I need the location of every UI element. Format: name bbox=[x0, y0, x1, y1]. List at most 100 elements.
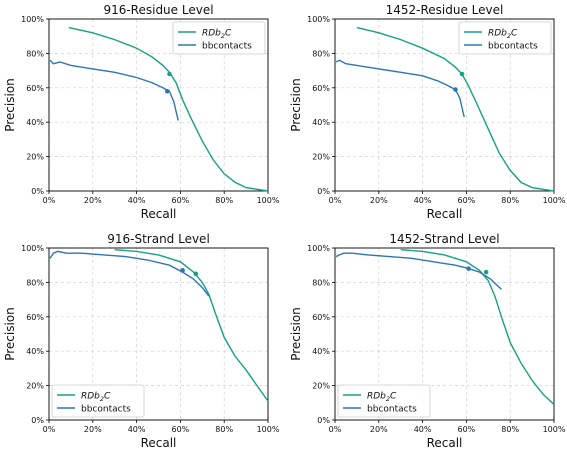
plot-frame bbox=[334, 18, 555, 192]
legend-box bbox=[172, 21, 266, 55]
series-line-rdb2c bbox=[68, 26, 269, 192]
legend-label-main: RDb bbox=[202, 29, 221, 39]
y-tick-label: 20% bbox=[312, 382, 330, 391]
y-tick-label: 60% bbox=[312, 313, 330, 322]
y-tick-label: 40% bbox=[312, 118, 330, 127]
y-tick-label: 40% bbox=[312, 347, 330, 356]
legend-label: RDb2C bbox=[367, 392, 397, 404]
chart-title: 1452-Strand Level bbox=[389, 232, 499, 246]
y-tick-label: 20% bbox=[312, 153, 330, 162]
x-tick-label: 60% bbox=[458, 196, 476, 205]
x-tick-label: 0% bbox=[43, 425, 56, 434]
series-line-bbcontacts bbox=[335, 59, 465, 118]
plot-frame bbox=[48, 247, 269, 421]
chart-panel: 0% 20% 40% 60% 80% 100% 0% 20% 40% 60% 80% 100% 916-… bbox=[3, 232, 280, 449]
series-marker-rdb2c bbox=[459, 71, 465, 77]
y-tick-label: 0% bbox=[317, 416, 330, 425]
x-tick-label: 20% bbox=[370, 196, 388, 205]
series-line-rdb2c bbox=[114, 249, 269, 402]
x-tick-label: 80% bbox=[215, 196, 233, 205]
series-line-bbcontacts bbox=[49, 59, 179, 121]
plot-frame bbox=[334, 247, 555, 421]
x-tick-label: 100% bbox=[257, 425, 280, 434]
x-tick-label: 100% bbox=[543, 425, 566, 434]
legend-label-subscript: 2 bbox=[221, 32, 225, 40]
y-tick-label: 60% bbox=[26, 313, 44, 322]
y-tick-label: 20% bbox=[26, 153, 44, 162]
x-tick-label: 80% bbox=[501, 196, 519, 205]
legend-label: bbcontacts bbox=[367, 405, 417, 415]
y-tick-label: 100% bbox=[307, 15, 330, 24]
legend-box bbox=[337, 384, 431, 418]
series-marker-bbcontacts bbox=[453, 87, 458, 92]
x-tick-label: 40% bbox=[414, 425, 432, 434]
series-line-rdb2c bbox=[400, 249, 555, 406]
legend-label: RDb2C bbox=[81, 392, 111, 404]
x-tick-label: 40% bbox=[414, 196, 432, 205]
x-tick-label: 0% bbox=[329, 425, 342, 434]
legend-label-tail: C bbox=[225, 29, 232, 39]
y-tick-label: 20% bbox=[26, 382, 44, 391]
x-tick-label: 40% bbox=[128, 425, 146, 434]
y-tick-label: 100% bbox=[21, 15, 44, 24]
legend-label-tail: C bbox=[104, 392, 111, 402]
y-tick-label: 60% bbox=[26, 84, 44, 93]
legend-label: RDb2C bbox=[202, 29, 232, 41]
x-axis-label: Recall bbox=[141, 207, 177, 221]
y-tick-label: 0% bbox=[31, 187, 44, 196]
series-marker-bbcontacts bbox=[164, 88, 170, 94]
x-tick-label: 0% bbox=[329, 196, 342, 205]
y-tick-label: 40% bbox=[26, 118, 44, 127]
series-line-bbcontacts bbox=[335, 252, 502, 290]
x-tick-label: 20% bbox=[370, 425, 388, 434]
x-tick-label: 20% bbox=[84, 196, 102, 205]
x-tick-label: 80% bbox=[215, 425, 233, 434]
y-tick-label: 80% bbox=[312, 49, 330, 58]
legend-box bbox=[51, 384, 145, 418]
legend-label-subscript: 2 bbox=[386, 395, 390, 403]
y-axis-label: Precision bbox=[3, 307, 17, 361]
legend-label: bbcontacts bbox=[81, 405, 131, 415]
series-marker-rdb2c bbox=[483, 269, 489, 275]
y-tick-label: 60% bbox=[312, 84, 330, 93]
chart-title: 916-Strand Level bbox=[107, 232, 210, 246]
legend-label-main: RDb bbox=[488, 29, 507, 39]
legend-label-subscript: 2 bbox=[100, 395, 104, 403]
y-tick-label: 40% bbox=[26, 347, 44, 356]
y-tick-label: 0% bbox=[31, 416, 44, 425]
legend-label: RDb2C bbox=[488, 29, 518, 41]
x-tick-label: 20% bbox=[84, 425, 102, 434]
legend-label: bbcontacts bbox=[488, 42, 538, 52]
chart-panel: 0% 20% 40% 60% 80% 100% 0% 20% 40% 60% 80% 100% 1452… bbox=[289, 232, 566, 449]
x-axis-label: Recall bbox=[427, 207, 463, 221]
series-marker-rdb2c bbox=[167, 71, 172, 77]
y-tick-label: 100% bbox=[21, 244, 44, 253]
plot-frame bbox=[48, 18, 269, 192]
chart-panel: 0% 20% 40% 60% 80% 100% 0% 20% 40% 60% 80% 100% 916-… bbox=[3, 3, 280, 221]
x-tick-label: 100% bbox=[257, 196, 280, 205]
series-line-bbcontacts bbox=[49, 250, 210, 297]
legend-box bbox=[458, 21, 552, 55]
series-marker-bbcontacts bbox=[466, 266, 471, 271]
x-axis-label: Recall bbox=[427, 436, 463, 449]
x-tick-label: 60% bbox=[172, 425, 190, 434]
y-axis-label: Precision bbox=[3, 78, 17, 132]
legend-label-main: RDb bbox=[367, 392, 386, 402]
y-tick-label: 80% bbox=[26, 49, 44, 58]
x-tick-label: 80% bbox=[501, 425, 519, 434]
x-tick-label: 60% bbox=[172, 196, 190, 205]
y-tick-label: 80% bbox=[26, 278, 44, 287]
y-tick-label: 80% bbox=[312, 278, 330, 287]
series-marker-rdb2c bbox=[193, 271, 199, 277]
x-axis-label: Recall bbox=[141, 436, 177, 449]
x-tick-label: 0% bbox=[43, 196, 56, 205]
legend-label-subscript: 2 bbox=[507, 32, 511, 40]
x-tick-label: 100% bbox=[543, 196, 566, 205]
series-line-rdb2c bbox=[356, 26, 555, 192]
y-tick-label: 100% bbox=[307, 244, 330, 253]
